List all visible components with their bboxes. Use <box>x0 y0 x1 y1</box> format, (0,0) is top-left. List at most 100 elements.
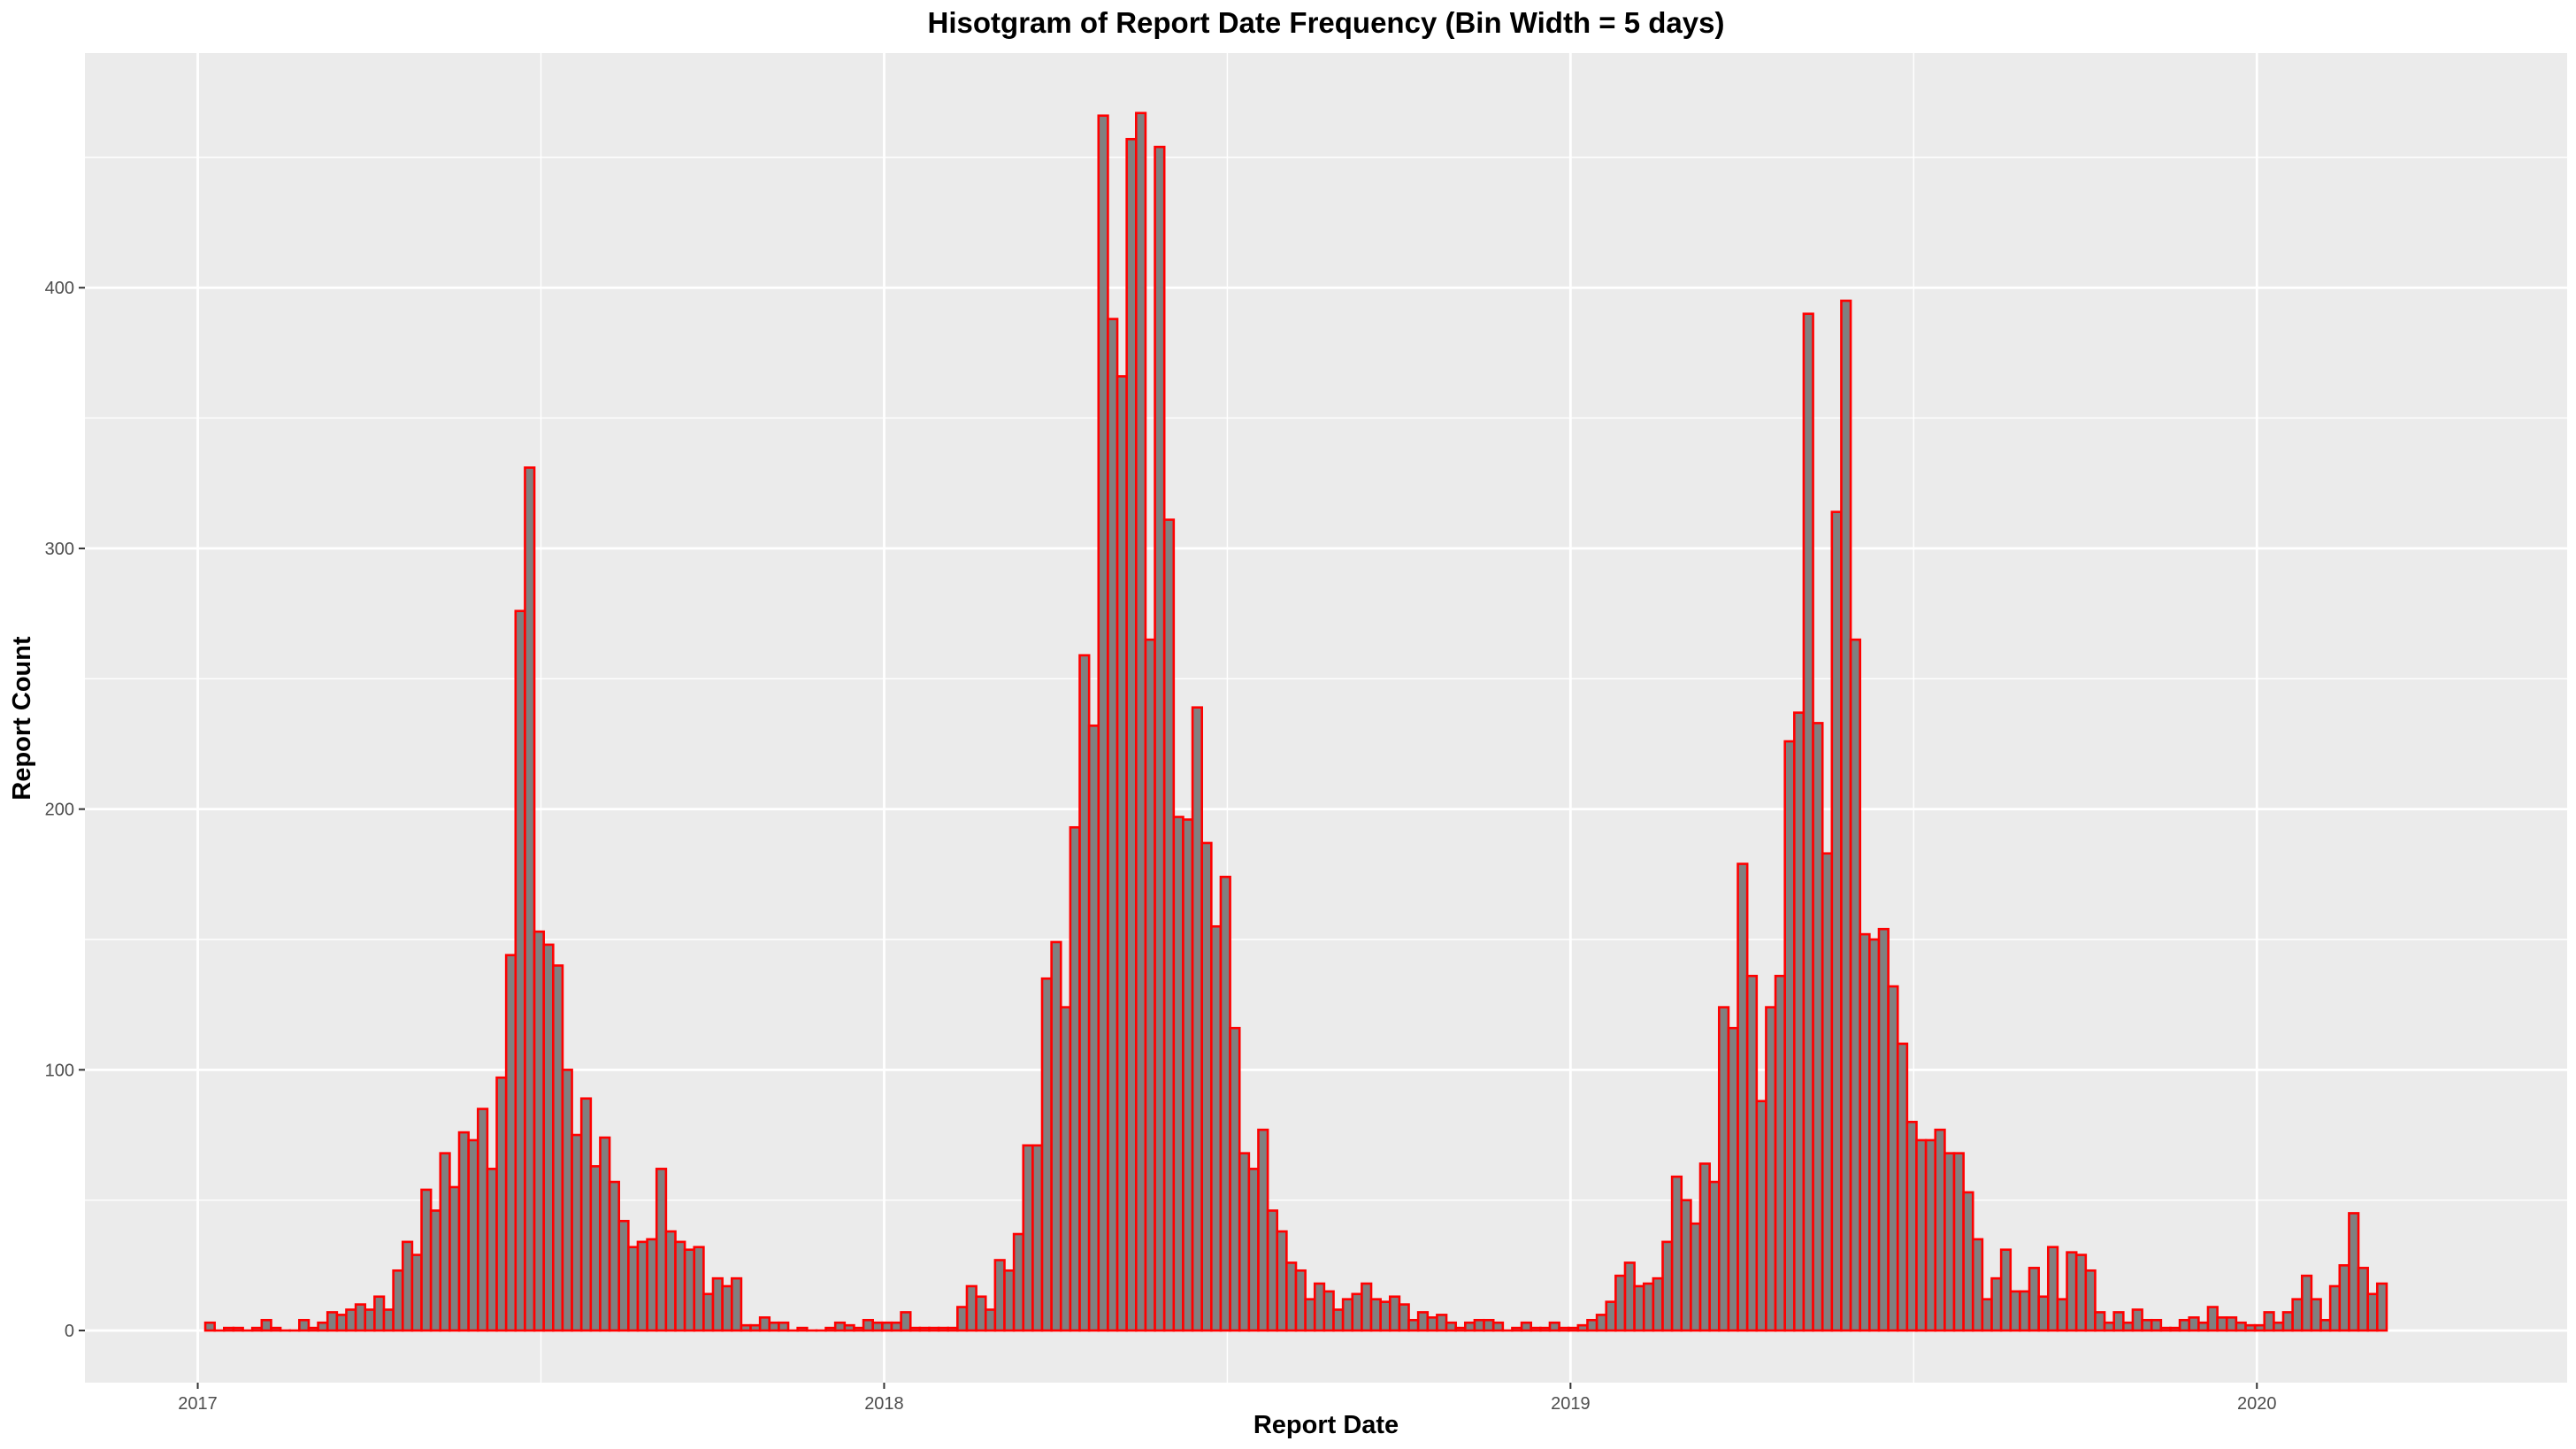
histogram-bar <box>250 1326 264 1332</box>
histogram-bar <box>392 1269 404 1332</box>
histogram-bar <box>1483 1318 1495 1332</box>
histogram-bar <box>2225 1316 2238 1332</box>
histogram-bar <box>1182 818 1194 1332</box>
histogram-bar <box>1162 518 1176 1332</box>
histogram-bar <box>504 954 518 1332</box>
histogram-bar <box>1690 1222 1702 1332</box>
histogram-bar <box>1050 940 1062 1332</box>
histogram-bar <box>579 1097 593 1332</box>
histogram-bar <box>1069 825 1081 1332</box>
histogram-bar <box>749 1323 762 1332</box>
histogram-bar <box>1990 1276 2003 1332</box>
histogram-bar <box>2122 1321 2135 1332</box>
histogram-bar <box>758 1316 771 1332</box>
histogram-bar <box>2273 1321 2285 1332</box>
histogram-bar <box>2319 1318 2332 1332</box>
histogram-bar <box>223 1326 235 1332</box>
histogram-bar <box>1172 816 1184 1332</box>
histogram-bar <box>1332 1308 1345 1332</box>
histogram-bar <box>1633 1284 1645 1332</box>
histogram-bar <box>203 1321 216 1332</box>
histogram-bar <box>1840 299 1852 1332</box>
histogram-bar <box>1830 510 1843 1332</box>
x-axis-title: Report Date <box>1254 1411 1399 1439</box>
histogram-bar <box>1576 1323 1589 1332</box>
histogram-bar <box>2281 1311 2294 1332</box>
histogram-bar <box>2046 1246 2059 1332</box>
histogram-bar <box>2253 1323 2266 1332</box>
histogram-bar <box>1595 1314 1608 1332</box>
histogram-bar <box>2009 1290 2021 1332</box>
histogram-bar <box>1351 1292 1363 1332</box>
histogram-bar <box>429 1209 442 1332</box>
histogram-bar <box>439 1152 451 1332</box>
histogram-bar <box>1097 114 1109 1332</box>
histogram-bar <box>2338 1264 2350 1332</box>
histogram-bar <box>382 1308 395 1332</box>
histogram-bar <box>1717 1006 1730 1332</box>
histogram-bar <box>1238 1152 1251 1332</box>
histogram-bar <box>674 1240 686 1332</box>
histogram-bar <box>608 1180 621 1332</box>
x-tick-label: 2020 <box>2237 1394 2277 1414</box>
histogram-bar <box>1652 1276 1664 1332</box>
histogram-bar <box>1191 706 1203 1332</box>
histogram-bar <box>617 1219 630 1332</box>
histogram-bar <box>448 1185 461 1332</box>
histogram-bar <box>401 1240 414 1332</box>
histogram-bar <box>1436 1314 1448 1332</box>
histogram-bar <box>1745 974 1759 1332</box>
histogram-bar <box>2150 1318 2163 1332</box>
histogram-bar <box>1464 1321 1476 1332</box>
histogram-bar <box>824 1326 837 1332</box>
histogram-bar <box>1473 1318 1485 1332</box>
histogram-bar <box>1793 711 1806 1332</box>
histogram-bar <box>2366 1292 2379 1332</box>
histogram-bar <box>1257 1128 1269 1332</box>
y-tick-label: 300 <box>45 540 74 559</box>
y-tick-label: 100 <box>45 1061 74 1080</box>
histogram-bar <box>298 1318 310 1332</box>
histogram-bar <box>843 1323 855 1332</box>
histogram-bar <box>1944 1152 1956 1332</box>
histogram-bar <box>1868 938 1881 1332</box>
histogram-bar <box>2188 1316 2200 1332</box>
histogram-bar <box>908 1326 922 1332</box>
histogram-bar <box>833 1321 847 1332</box>
chart-title: Hisotgram of Report Date Frequency (Bin … <box>928 6 1725 39</box>
histogram-bar <box>2159 1326 2172 1332</box>
histogram-bar <box>1934 1128 1946 1332</box>
histogram-bar <box>1134 111 1147 1332</box>
histogram-bar <box>307 1326 319 1332</box>
histogram-bar <box>984 1308 997 1332</box>
histogram-bar <box>740 1323 752 1332</box>
histogram-bar <box>552 964 564 1332</box>
histogram-bar <box>1680 1199 1692 1332</box>
histogram-bar <box>1304 1298 1316 1332</box>
histogram-bar <box>778 1321 790 1332</box>
histogram-bar <box>1454 1326 1467 1332</box>
histogram-bar <box>2019 1290 2031 1332</box>
histogram-bar <box>373 1295 386 1332</box>
histogram-bar <box>1078 654 1091 1332</box>
histogram-bar <box>947 1326 959 1332</box>
histogram-bar <box>1971 1238 1984 1332</box>
histogram-bar <box>1210 924 1223 1332</box>
histogram-bar <box>1755 1100 1767 1332</box>
y-tick-label: 200 <box>45 801 74 820</box>
histogram-bar <box>664 1230 677 1332</box>
x-tick-label: 2017 <box>178 1394 218 1414</box>
x-axis: 2017 2018 2019 2020 <box>178 1383 2277 1414</box>
histogram-bar <box>1285 1261 1298 1332</box>
histogram-bar <box>317 1321 329 1332</box>
histogram-bar <box>571 1133 583 1332</box>
histogram-bar <box>937 1326 950 1332</box>
histogram-bar <box>1915 1138 1928 1332</box>
histogram-bar <box>1012 1232 1025 1332</box>
histogram-bar <box>1698 1162 1711 1332</box>
histogram-bar <box>900 1311 912 1332</box>
plot-panel <box>85 53 2567 1383</box>
histogram-bar <box>524 466 536 1332</box>
histogram-bar <box>1445 1321 1457 1332</box>
histogram-bar <box>2141 1318 2153 1332</box>
